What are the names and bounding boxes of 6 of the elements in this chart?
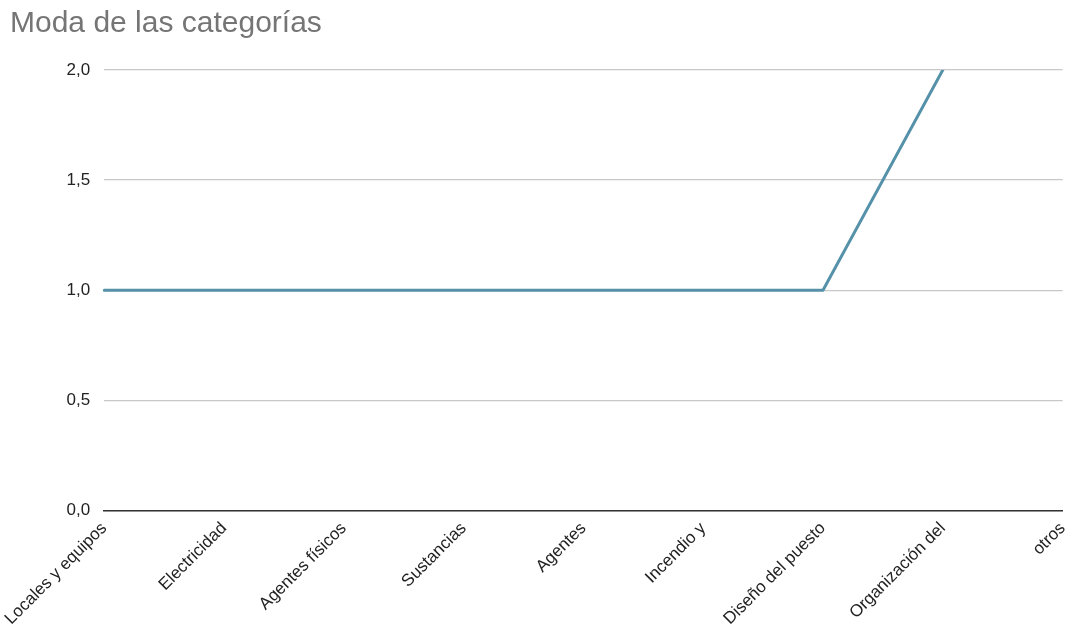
chart-title: Moda de las categorías xyxy=(10,5,322,39)
y-tick-label: 0,0 xyxy=(66,500,91,520)
y-tick-label: 2,0 xyxy=(66,59,91,79)
y-tick-label: 0,5 xyxy=(66,389,91,409)
y-tick-label: 1,0 xyxy=(66,279,91,299)
y-tick-label: 1,5 xyxy=(66,169,91,189)
